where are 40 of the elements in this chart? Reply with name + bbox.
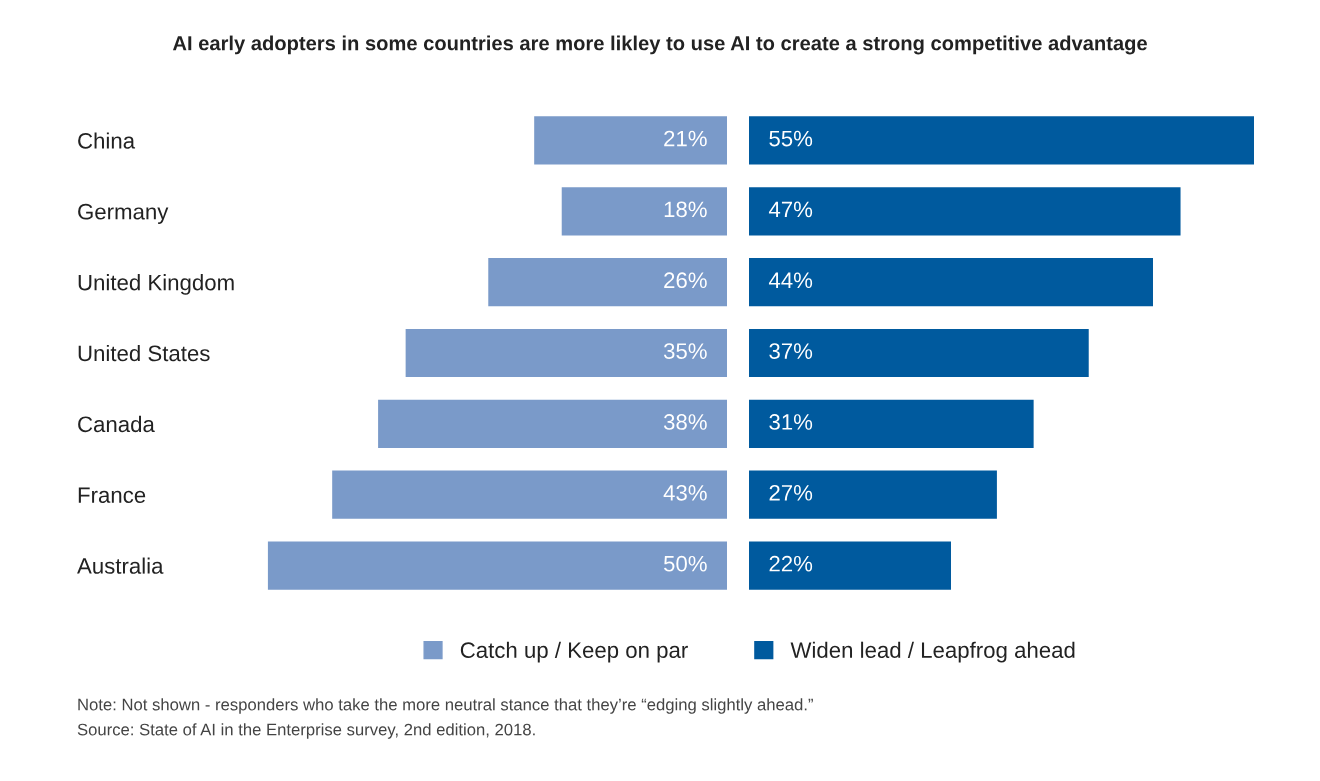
data-label: 50% — [663, 555, 707, 572]
data-label: 26% — [664, 272, 707, 289]
text: Note: Not shown - responders who take the more neutral stance that they’re “edging slightly ahead.” — [78, 698, 813, 714]
y-tick-label: United States — [78, 344, 210, 362]
bar — [405, 328, 727, 378]
y-tick-label: Australia — [77, 557, 164, 574]
data-label: 22% — [769, 555, 813, 572]
y-tick-label: United Kingdom — [78, 274, 234, 295]
data-label: 18% — [664, 201, 707, 218]
bar — [749, 328, 1089, 378]
data-label: 47% — [768, 201, 813, 218]
data-label: 27% — [769, 484, 813, 501]
y-tick-label: Germany — [78, 203, 169, 224]
bar — [749, 116, 1254, 165]
data-label: 38% — [663, 414, 707, 430]
data-label: 44% — [768, 272, 813, 289]
bar — [378, 399, 727, 448]
legend-label: Widen lead / Leapfrog ahead — [790, 641, 1075, 663]
data-label: 31% — [769, 414, 813, 430]
bar — [561, 187, 727, 236]
bar — [267, 541, 727, 590]
bar — [534, 116, 727, 165]
data-label: 43% — [663, 484, 707, 501]
bar — [749, 258, 1153, 307]
bar — [332, 470, 727, 519]
bar — [749, 399, 1034, 448]
bar — [749, 541, 951, 590]
y-tick-label: France — [78, 487, 146, 503]
bar — [488, 258, 727, 307]
bar — [749, 187, 1181, 236]
chart-title: AI early adopters in some countries are more likley to use AI to create a strong competitive advantage — [172, 35, 1147, 55]
data-label: 55% — [769, 130, 813, 147]
data-label: 37% — [769, 343, 813, 359]
legend-label: Catch up / Keep on par — [460, 641, 688, 663]
y-tick-label: China — [78, 132, 136, 149]
y-tick-label: Canada — [78, 415, 155, 433]
data-label: 35% — [663, 343, 707, 359]
source-note: Source: State of AI in the Enterprise survey, 2nd edition, 2018. — [77, 723, 535, 739]
bar — [749, 470, 997, 519]
data-label: 21% — [664, 130, 707, 147]
